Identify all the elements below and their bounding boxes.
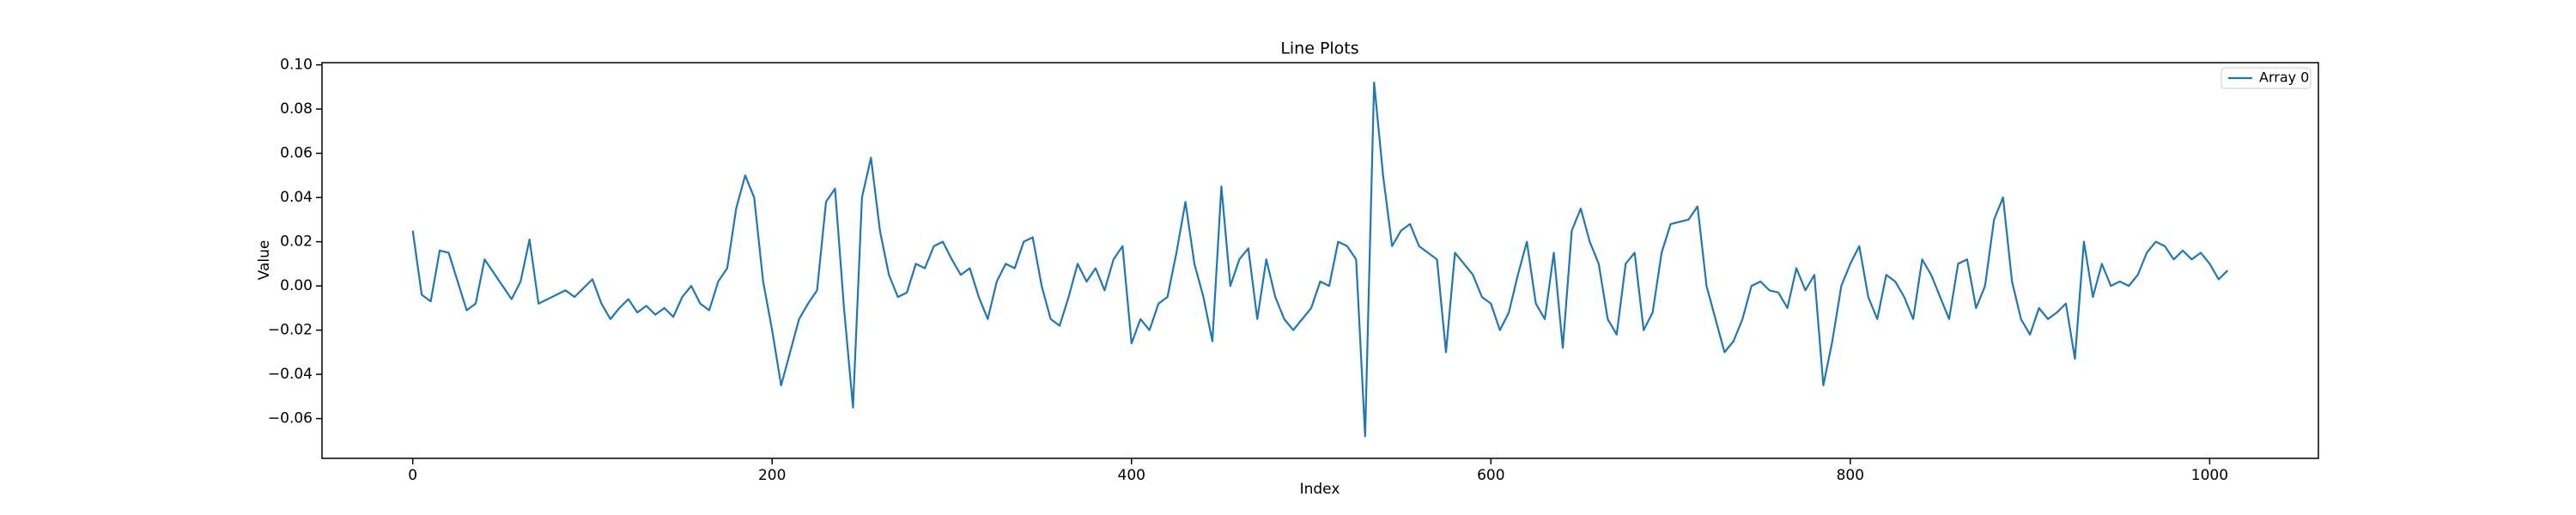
legend-label: Array 0 <box>2259 70 2309 86</box>
x-tick-label: 800 <box>1837 467 1864 484</box>
plot-frame <box>321 62 2319 459</box>
y-axis-label: Value <box>256 240 273 281</box>
x-tick-label: 0 <box>408 467 417 484</box>
y-tick-label: −0.02 <box>268 322 313 339</box>
legend-box <box>2221 67 2312 89</box>
chart-title: Line Plots <box>1280 39 1358 58</box>
y-tick-label: 0.06 <box>280 145 313 162</box>
x-tick-label: 600 <box>1477 467 1504 484</box>
y-tick-label: 0.02 <box>280 233 313 251</box>
y-tick-label: 0.08 <box>280 100 313 118</box>
y-tick-label: 0.10 <box>280 57 313 74</box>
x-tick-label: 1000 <box>2191 467 2228 484</box>
line <box>411 82 2229 438</box>
x-tick-label: 200 <box>758 467 786 484</box>
x-axis-label: Index <box>1300 481 1340 498</box>
y-tick-label: 0.00 <box>280 277 313 294</box>
y-tick-label: −0.06 <box>268 410 313 427</box>
y-tick-label: 0.04 <box>280 189 313 206</box>
x-tick-label: 400 <box>1118 467 1145 484</box>
y-tick-label: −0.04 <box>268 366 313 383</box>
